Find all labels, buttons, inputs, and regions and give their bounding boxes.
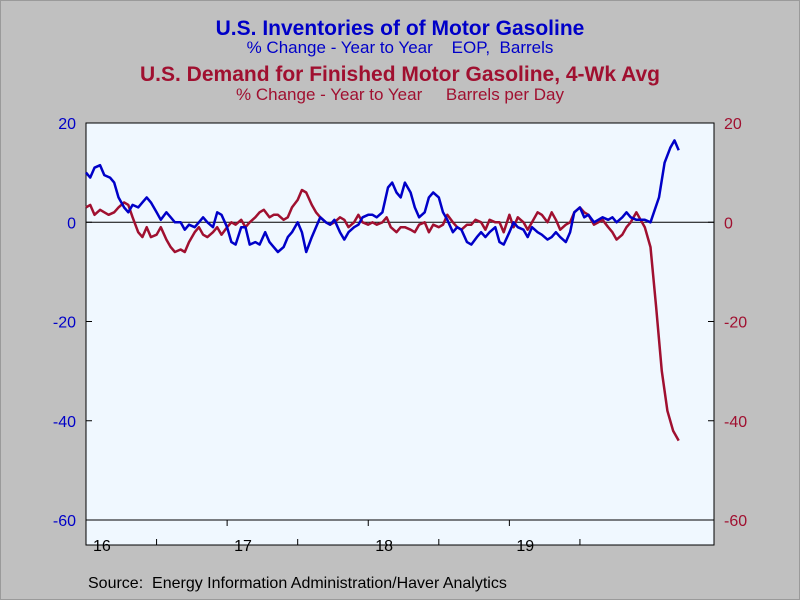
left-axis-tick-label: -20 [53, 315, 76, 332]
chart-title-demand: U.S. Demand for Finished Motor Gasoline,… [140, 63, 660, 86]
right-axis-tick-label: -60 [724, 513, 747, 530]
left-axis-tick-label: 20 [58, 116, 76, 133]
x-axis-tick-label: 19 [516, 538, 534, 555]
right-axis-tick-label: -20 [724, 315, 747, 332]
right-axis-tick-label: -40 [724, 414, 747, 431]
x-axis-band [85, 519, 715, 546]
chart-subtitle-inventories: % Change - Year to Year EOP, Barrels [246, 38, 554, 57]
x-axis-tick-label: 16 [93, 538, 111, 555]
left-axis-tick-label: 0 [67, 215, 76, 232]
left-axis-tick-label: -40 [53, 414, 76, 431]
x-axis-tick-label: 17 [234, 538, 252, 555]
chart-title-inventories: U.S. Inventories of of Motor Gasoline [215, 17, 585, 40]
chart-subtitle-demand: % Change - Year to Year Barrels per Day [236, 85, 564, 104]
right-axis-tick-label: 0 [724, 215, 733, 232]
series-line-inventories [85, 139, 680, 254]
left-axis-tick-label: -60 [53, 513, 76, 530]
source-note: Source: Energy Information Administratio… [88, 575, 507, 592]
right-axis-tick-label: 20 [724, 116, 742, 133]
plot-area [85, 122, 715, 521]
x-axis-tick-label: 18 [375, 538, 393, 555]
